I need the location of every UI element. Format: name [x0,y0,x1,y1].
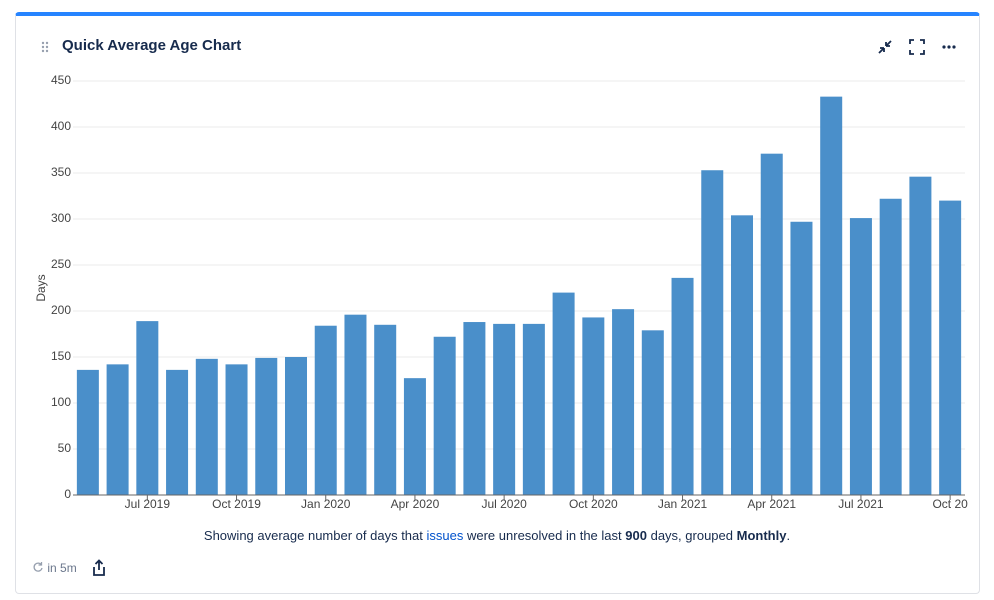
bar [106,364,129,495]
bar [166,369,189,495]
x-tick-label: Jul 2021 [838,497,884,511]
caption-text: . [786,528,791,543]
y-tick-label: 450 [51,73,71,87]
bar [463,322,486,495]
x-tick-label: Apr 2020 [391,497,440,511]
bar [314,325,337,495]
bar [790,221,813,495]
bar [195,358,218,495]
bar [433,336,456,495]
caption: Showing average number of days that issu… [0,528,994,543]
y-tick-label: 400 [51,119,71,133]
x-tick-label: Jan 2021 [658,497,708,511]
bar [403,378,426,495]
x-tick-label: Apr 2021 [747,497,796,511]
bar [671,277,694,495]
caption-text: days, grouped [650,528,733,543]
bar [374,324,397,495]
bar [760,153,783,495]
y-tick-label: 0 [64,487,71,501]
bar [522,323,545,495]
caption-text: were unresolved in the last [466,528,622,543]
y-tick-label: 350 [51,165,71,179]
gadget-title: Quick Average Age Chart [62,37,242,54]
refresh-icon[interactable] [32,561,44,573]
y-tick-label: 200 [51,303,71,317]
bar [136,321,159,495]
bar [284,357,308,495]
y-tick-label: 100 [51,395,71,409]
refresh-text: in 5m [47,561,77,575]
x-tick-label: Jan 2020 [301,497,351,511]
bar [493,323,516,495]
y-axis-label: Days [34,274,48,301]
bar [820,96,843,495]
bar [225,364,248,495]
drag-handle[interactable] [40,40,50,54]
gadget-card [15,12,980,594]
caption-days: 900 [625,528,647,543]
y-tick-label: 300 [51,211,71,225]
bar [849,218,872,495]
footer: in 5m [32,561,77,575]
x-tick-label: Oct 2019 [212,497,261,511]
bar [344,314,367,495]
bar [582,317,605,495]
fullscreen-icon[interactable] [908,38,926,56]
bar [701,170,724,496]
bar [879,198,902,495]
bar [939,200,962,495]
x-tick-label: Oct 20 [932,497,968,511]
x-tick-label: Oct 2020 [569,497,618,511]
chart: Days 0 50 100 150 200 250 300 350 400 450 Jul 2019… [34,73,968,511]
bar [552,292,575,495]
caption-text: Showing average number of days that [203,528,423,543]
x-tick-label: Jul 2020 [481,497,527,511]
bar [730,215,754,495]
y-tick-label: 50 [58,441,72,455]
caption-grouping: Monthly [736,528,787,543]
bar [909,176,932,495]
share-icon[interactable] [91,559,107,577]
minimize-icon[interactable] [876,38,894,56]
bar [612,309,635,495]
issues-link[interactable]: issues [426,528,464,543]
y-tick-label: 150 [51,349,71,363]
bar [255,357,278,495]
bar [641,330,664,495]
y-tick-label: 250 [51,257,71,271]
more-icon[interactable] [940,38,958,56]
bar [76,369,99,495]
x-tick-label: Jul 2019 [125,497,171,511]
